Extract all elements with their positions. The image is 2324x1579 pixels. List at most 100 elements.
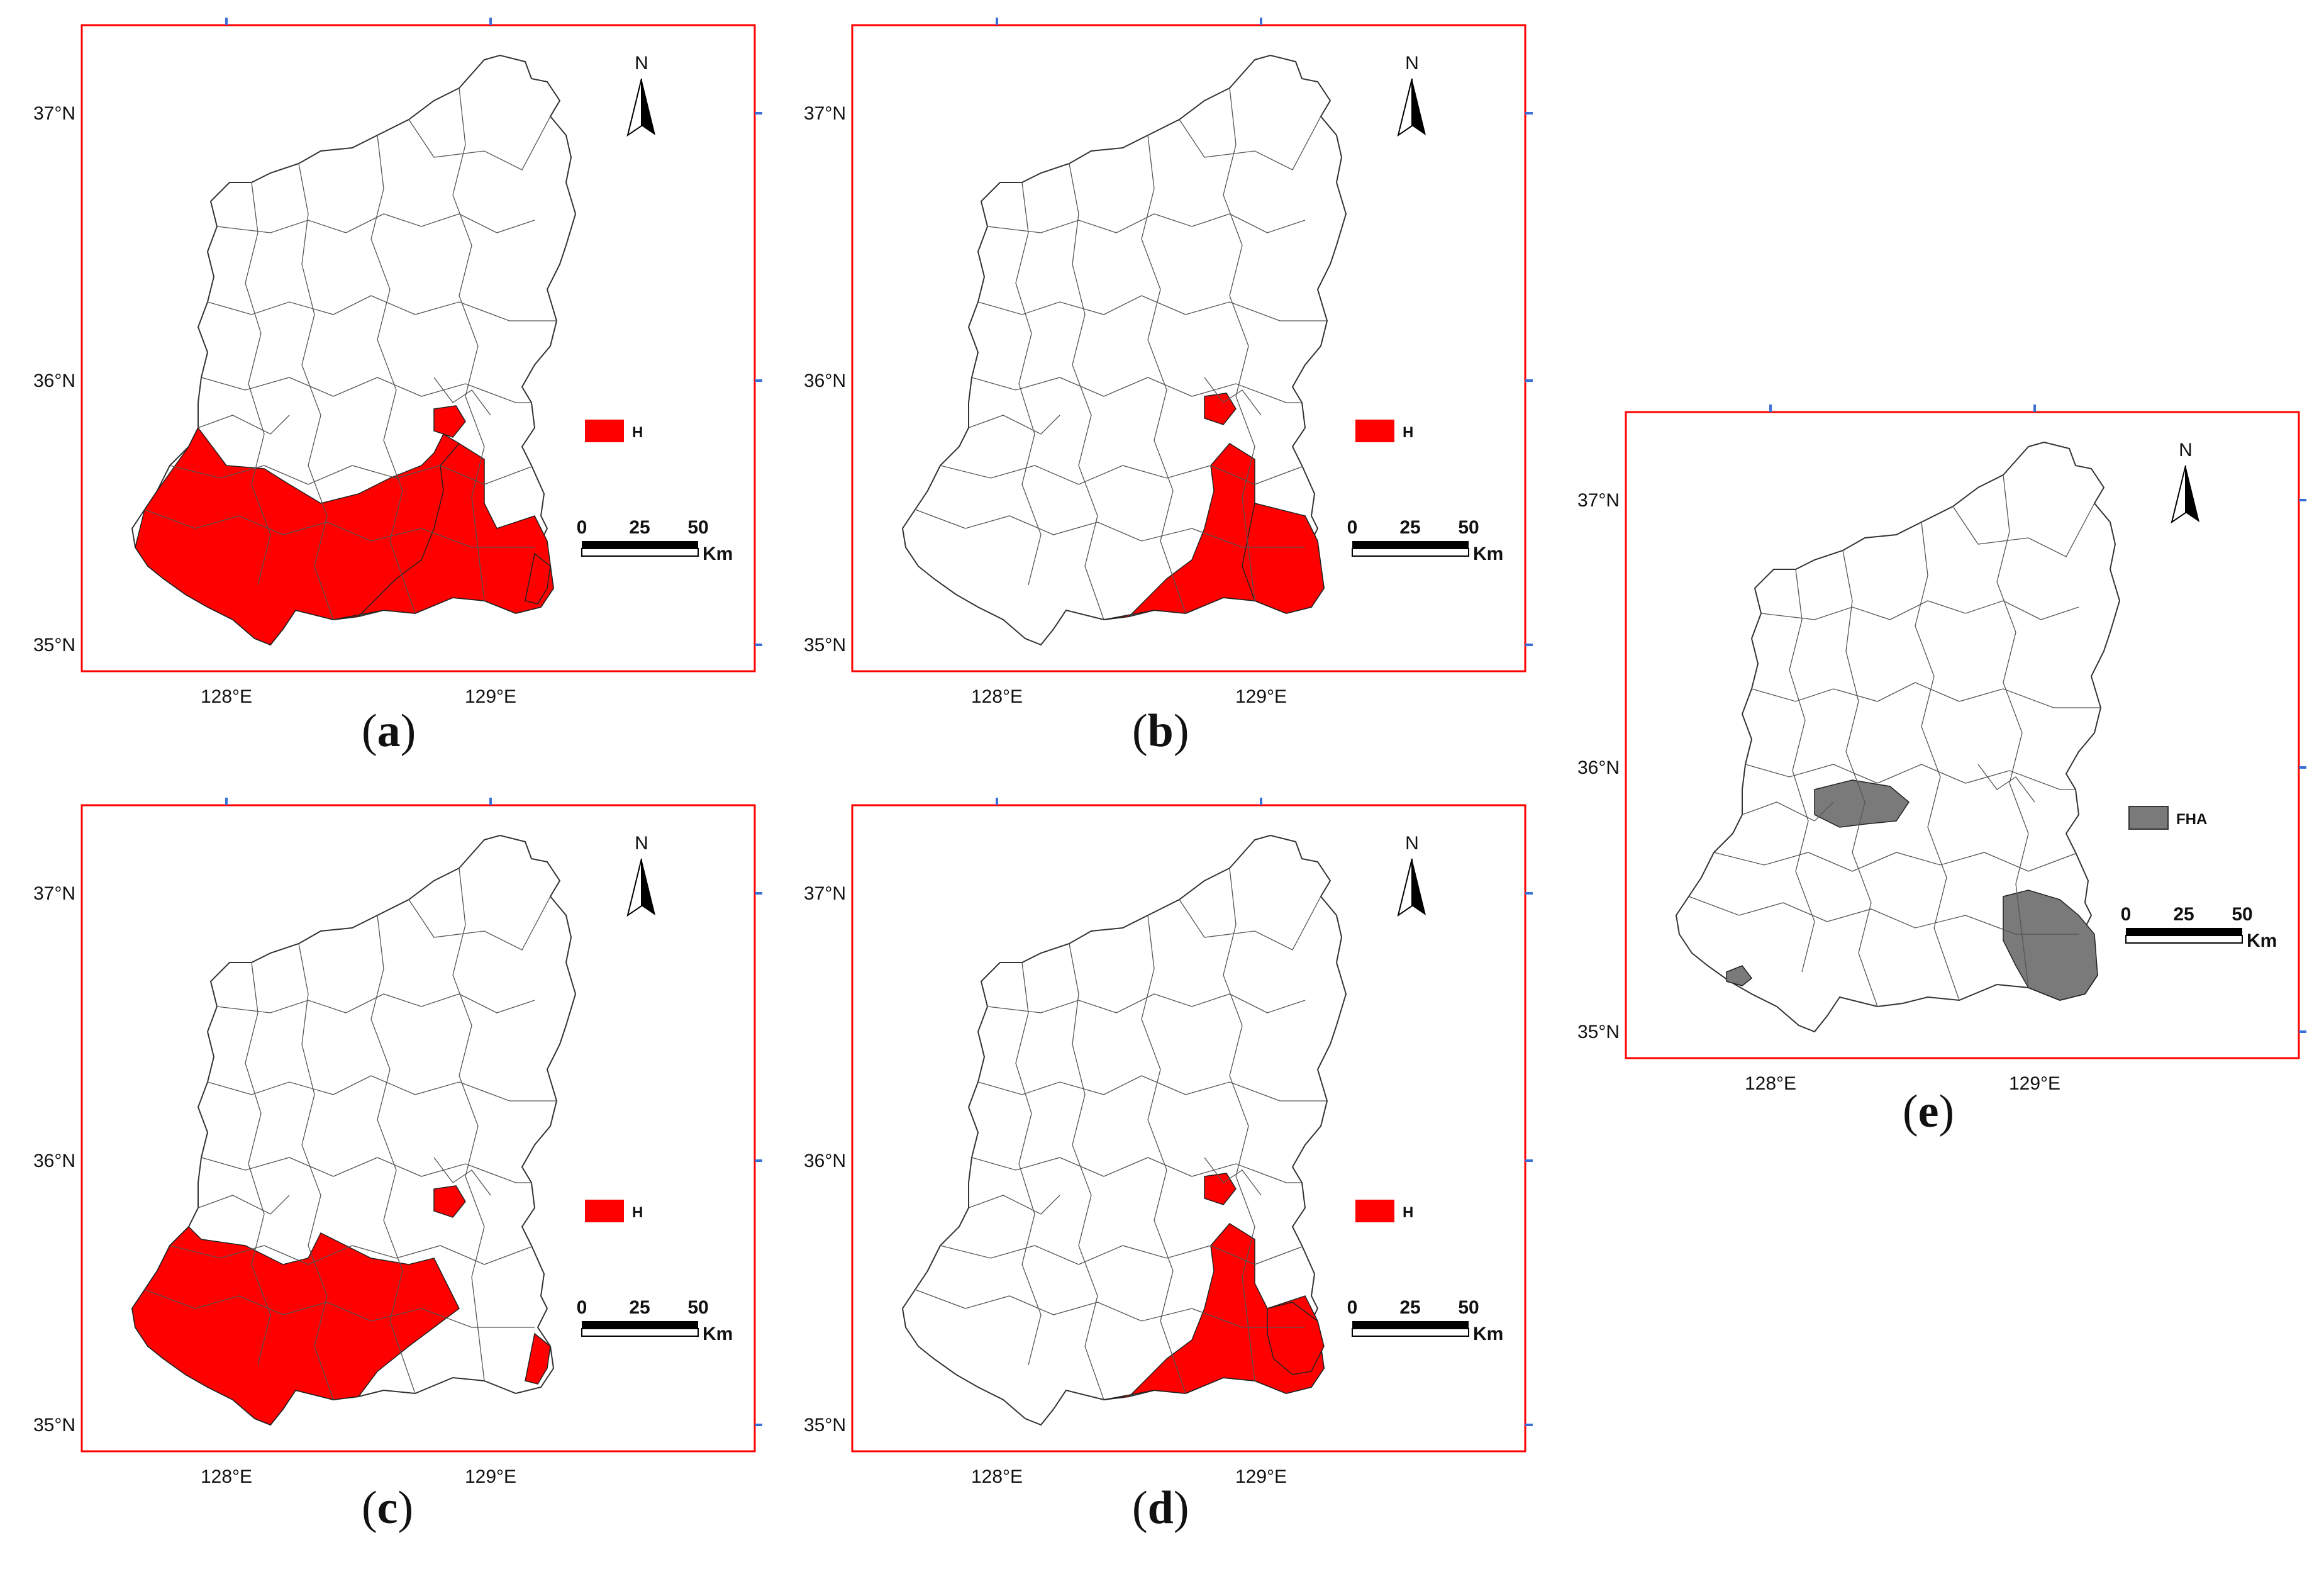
district-boundary bbox=[298, 943, 334, 1400]
district-boundaries bbox=[915, 87, 1327, 620]
scale-tick-label: 50 bbox=[687, 517, 708, 538]
district-boundary bbox=[169, 1245, 535, 1265]
legend: H bbox=[1355, 420, 1413, 442]
district-boundary bbox=[915, 509, 1305, 548]
district-boundaries bbox=[144, 868, 557, 1400]
scale-tick-label: 0 bbox=[577, 1297, 587, 1318]
longitude-label: 128°E bbox=[201, 1466, 252, 1487]
scale-unit: Km bbox=[1473, 544, 1503, 564]
panel-caption-e: (e) bbox=[1903, 1086, 1955, 1137]
map-panel-e: 37°N 36°N 35°N 128°E 129°E N FHA 0 25 50 Km bbox=[1577, 405, 2306, 1094]
district-boundary bbox=[1713, 852, 2079, 872]
longitude-label: 128°E bbox=[971, 686, 1023, 707]
scale-tick-label: 50 bbox=[687, 1297, 708, 1318]
legend-swatch bbox=[1355, 1200, 1394, 1222]
longitude-label: 128°E bbox=[971, 1466, 1023, 1487]
scale-bar-upper bbox=[1352, 541, 1469, 549]
panel-caption-a: (a) bbox=[362, 705, 416, 757]
longitude-label: 129°E bbox=[465, 1466, 516, 1487]
district-boundary bbox=[915, 1289, 1305, 1328]
legend-swatch bbox=[2128, 806, 2169, 830]
scale-tick-label: 25 bbox=[2173, 904, 2194, 925]
district-boundary bbox=[197, 415, 290, 435]
district-boundary bbox=[1915, 522, 1960, 1001]
region-map bbox=[901, 54, 1347, 646]
map-panel-c: 37°N 36°N 35°N 128°E 129°E N H 0 25 50 Km bbox=[33, 798, 762, 1487]
scale-tick-label: 0 bbox=[577, 517, 587, 538]
latitude-label: 35°N bbox=[33, 635, 75, 656]
highlight-region-center-small bbox=[1204, 1173, 1237, 1205]
latitude-label: 36°N bbox=[804, 1151, 846, 1171]
district-boundary bbox=[977, 1075, 1327, 1102]
region-map bbox=[1675, 441, 2121, 1033]
district-boundary bbox=[298, 163, 334, 620]
scale-tick-label: 50 bbox=[2232, 904, 2252, 925]
district-boundary bbox=[1179, 116, 1321, 170]
latitude-label: 37°N bbox=[804, 883, 846, 904]
latitude-label: 36°N bbox=[804, 371, 846, 391]
district-boundary bbox=[1015, 962, 1042, 1366]
latitude-label: 37°N bbox=[1577, 490, 1620, 511]
district-boundary bbox=[201, 1157, 531, 1183]
scale-tick-label: 25 bbox=[1399, 517, 1420, 538]
district-boundary bbox=[971, 377, 1302, 403]
latitude-label: 36°N bbox=[33, 371, 75, 391]
highlight-region-center-small bbox=[1204, 393, 1237, 425]
highlight-region-south-east-patch bbox=[1267, 1302, 1325, 1375]
district-boundary bbox=[370, 135, 416, 614]
scale-tick-label: 25 bbox=[629, 517, 650, 538]
latitude-label: 37°N bbox=[804, 103, 846, 124]
district-boundary bbox=[216, 993, 535, 1013]
district-boundary bbox=[1977, 764, 2035, 803]
region-map bbox=[131, 54, 577, 646]
scale-tick-label: 0 bbox=[2121, 904, 2132, 925]
district-boundary bbox=[216, 213, 535, 233]
map-frame bbox=[81, 804, 756, 1453]
highlight-region-center-small bbox=[433, 405, 466, 438]
legend-swatch bbox=[585, 1200, 624, 1222]
scale-bar-upper bbox=[1352, 1321, 1469, 1329]
legend-swatch bbox=[585, 420, 624, 442]
district-boundary bbox=[1789, 569, 1815, 973]
district-boundary bbox=[1015, 182, 1042, 586]
legend-label: H bbox=[632, 1204, 643, 1221]
scale-tick-label: 25 bbox=[629, 1297, 650, 1318]
district-boundary bbox=[1069, 163, 1104, 620]
district-boundary bbox=[1952, 503, 2095, 557]
panel-caption-b: (b) bbox=[1132, 705, 1189, 757]
scale-tick-label: 50 bbox=[1458, 1297, 1479, 1318]
region-outline bbox=[1675, 441, 2121, 1033]
scale-bar-lower bbox=[581, 1328, 699, 1337]
district-boundary bbox=[940, 465, 1306, 485]
map-panel-d: 37°N 36°N 35°N 128°E 129°E N H 0 25 50 Km bbox=[804, 798, 1533, 1487]
legend-label: H bbox=[632, 424, 643, 441]
highlight-region-southeast-coast bbox=[525, 552, 551, 605]
district-boundary bbox=[1141, 135, 1186, 614]
district-boundary bbox=[201, 377, 531, 403]
map-frame bbox=[851, 804, 1526, 1453]
district-boundary bbox=[1688, 896, 2079, 935]
district-boundary bbox=[968, 415, 1060, 435]
scale-bar-lower bbox=[581, 548, 699, 557]
latitude-label: 37°N bbox=[33, 103, 75, 124]
highlight-region-south-central bbox=[333, 443, 554, 620]
north-arrow-icon: N bbox=[1397, 833, 1426, 917]
legend: FHA bbox=[2128, 806, 2207, 830]
district-boundary bbox=[245, 962, 271, 1366]
scale-tick-label: 0 bbox=[1347, 1297, 1358, 1318]
district-boundary bbox=[1204, 377, 1262, 416]
scale-bar-lower bbox=[1352, 1328, 1469, 1337]
latitude-label: 36°N bbox=[33, 1151, 75, 1171]
legend-label: H bbox=[1403, 424, 1413, 441]
highlight-region-south-central bbox=[1103, 1223, 1325, 1400]
district-boundary bbox=[1996, 474, 2029, 988]
district-boundary bbox=[1223, 87, 1255, 601]
region-map bbox=[131, 834, 577, 1426]
scale-bar-upper bbox=[2126, 928, 2242, 935]
north-label: N bbox=[1405, 53, 1419, 74]
legend: H bbox=[585, 420, 643, 442]
north-arrow-icon: N bbox=[1397, 53, 1426, 137]
latitude-label: 35°N bbox=[804, 635, 846, 656]
north-arrow-icon: N bbox=[626, 833, 655, 917]
